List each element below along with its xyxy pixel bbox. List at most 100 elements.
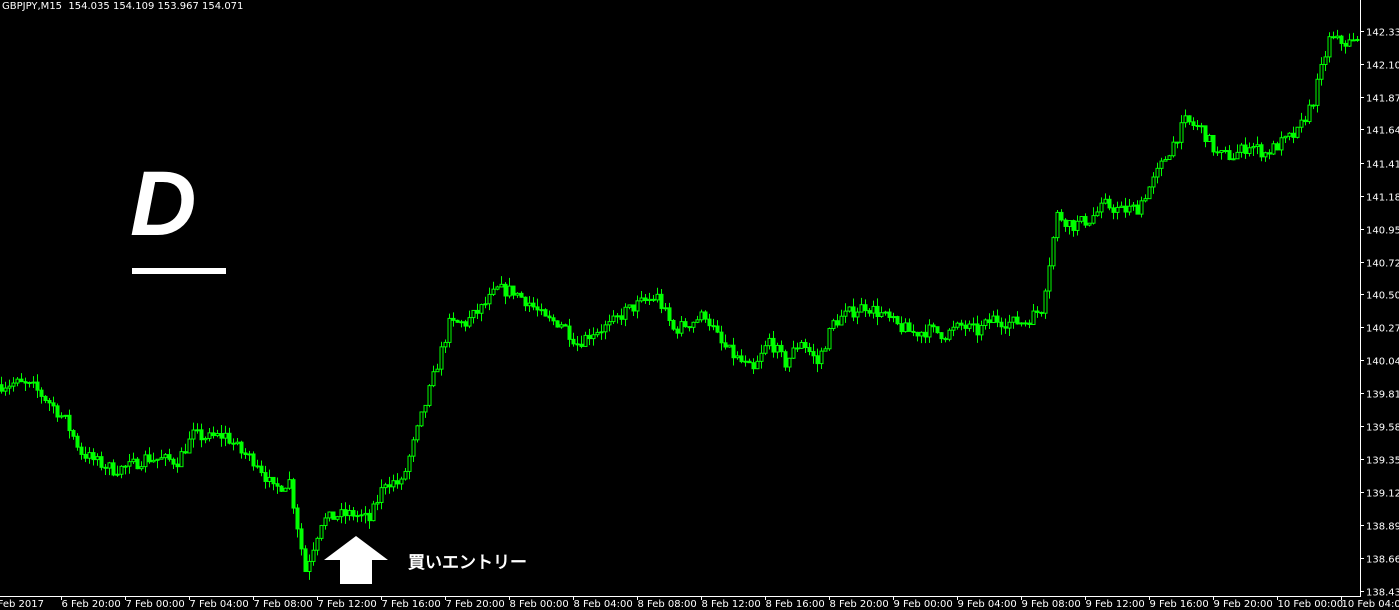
candle [583, 331, 588, 347]
candle [927, 319, 932, 343]
candle [799, 339, 804, 350]
candle [423, 404, 428, 418]
candle [339, 502, 344, 524]
candle [779, 340, 784, 358]
candle [1115, 201, 1120, 220]
candle [43, 395, 48, 404]
candle [1195, 119, 1200, 131]
candle [191, 422, 196, 448]
candle [735, 351, 740, 360]
candle [871, 300, 876, 319]
candle [707, 313, 712, 331]
candle [267, 469, 272, 488]
candle [91, 448, 96, 466]
candle [183, 443, 188, 455]
candle [1355, 36, 1360, 42]
price-tick-label: 139.810 [1366, 390, 1399, 401]
candle [319, 524, 324, 541]
price-tick-label: 139.355 [1366, 456, 1399, 467]
price-tick-label: 138.665 [1366, 555, 1399, 566]
candle [1251, 142, 1256, 157]
candle [1063, 218, 1068, 232]
candle [895, 315, 900, 326]
candle [867, 308, 872, 317]
candle [463, 319, 468, 332]
candle [135, 457, 140, 470]
candle [1119, 201, 1124, 208]
candle [1099, 197, 1104, 219]
candle [155, 458, 160, 469]
candle [803, 338, 808, 354]
candle [659, 289, 664, 314]
candle [391, 474, 396, 492]
candle [615, 313, 620, 324]
candle [991, 310, 996, 324]
candle [139, 461, 144, 471]
candle [911, 324, 916, 337]
candle [1215, 146, 1220, 156]
candle [1335, 29, 1340, 40]
candle [1127, 199, 1132, 216]
candle [899, 316, 904, 335]
candle [739, 349, 744, 364]
candle [851, 298, 856, 322]
candle [639, 290, 644, 303]
candle [631, 304, 636, 316]
price-tick-label: 139.125 [1366, 489, 1399, 500]
candle [487, 287, 492, 311]
candle [287, 471, 292, 490]
time-tick-label: 6 Feb 2017 [0, 599, 44, 610]
candle [971, 317, 976, 333]
time-tick-label: 9 Feb 20:00 [1214, 599, 1273, 610]
candle [431, 365, 436, 388]
candle [11, 377, 16, 392]
candle [903, 318, 908, 333]
candle [1311, 104, 1316, 110]
candle [691, 321, 696, 333]
candle [259, 460, 264, 477]
candle [107, 461, 112, 476]
candle [695, 315, 700, 324]
candle [515, 292, 520, 298]
candle [255, 459, 260, 469]
candle [1343, 40, 1348, 54]
candle [103, 463, 108, 475]
candle [687, 326, 692, 332]
candle [535, 298, 540, 317]
candle [127, 453, 132, 474]
candle [15, 377, 20, 387]
candle [1239, 142, 1244, 158]
candle [1295, 126, 1300, 139]
candle [1291, 126, 1296, 144]
candle [203, 436, 208, 444]
candle [279, 485, 284, 493]
candle [967, 320, 972, 332]
candle [999, 317, 1004, 335]
candle [215, 429, 220, 438]
candle [1223, 146, 1228, 154]
price-tick-label: 140.725 [1366, 259, 1399, 270]
candle [1027, 319, 1032, 329]
candle [635, 295, 640, 319]
candle [1023, 320, 1028, 327]
time-tick-label: 8 Feb 12:00 [702, 599, 761, 610]
time-tick-label: 7 Feb 12:00 [318, 599, 377, 610]
candle [647, 292, 652, 305]
candle [747, 358, 752, 364]
candle [1011, 316, 1016, 329]
candle [75, 433, 80, 451]
candle [1175, 141, 1180, 149]
candle [623, 303, 628, 327]
candle [843, 303, 848, 323]
close-price: 154.071 [202, 1, 244, 12]
candle [1167, 154, 1172, 161]
candle [891, 312, 896, 323]
candle [383, 482, 388, 495]
candle [311, 542, 316, 566]
time-tick-label: 8 Feb 08:00 [638, 599, 697, 610]
candle [711, 318, 716, 331]
candle [207, 428, 212, 442]
candle [1267, 149, 1272, 160]
candle [835, 314, 840, 328]
